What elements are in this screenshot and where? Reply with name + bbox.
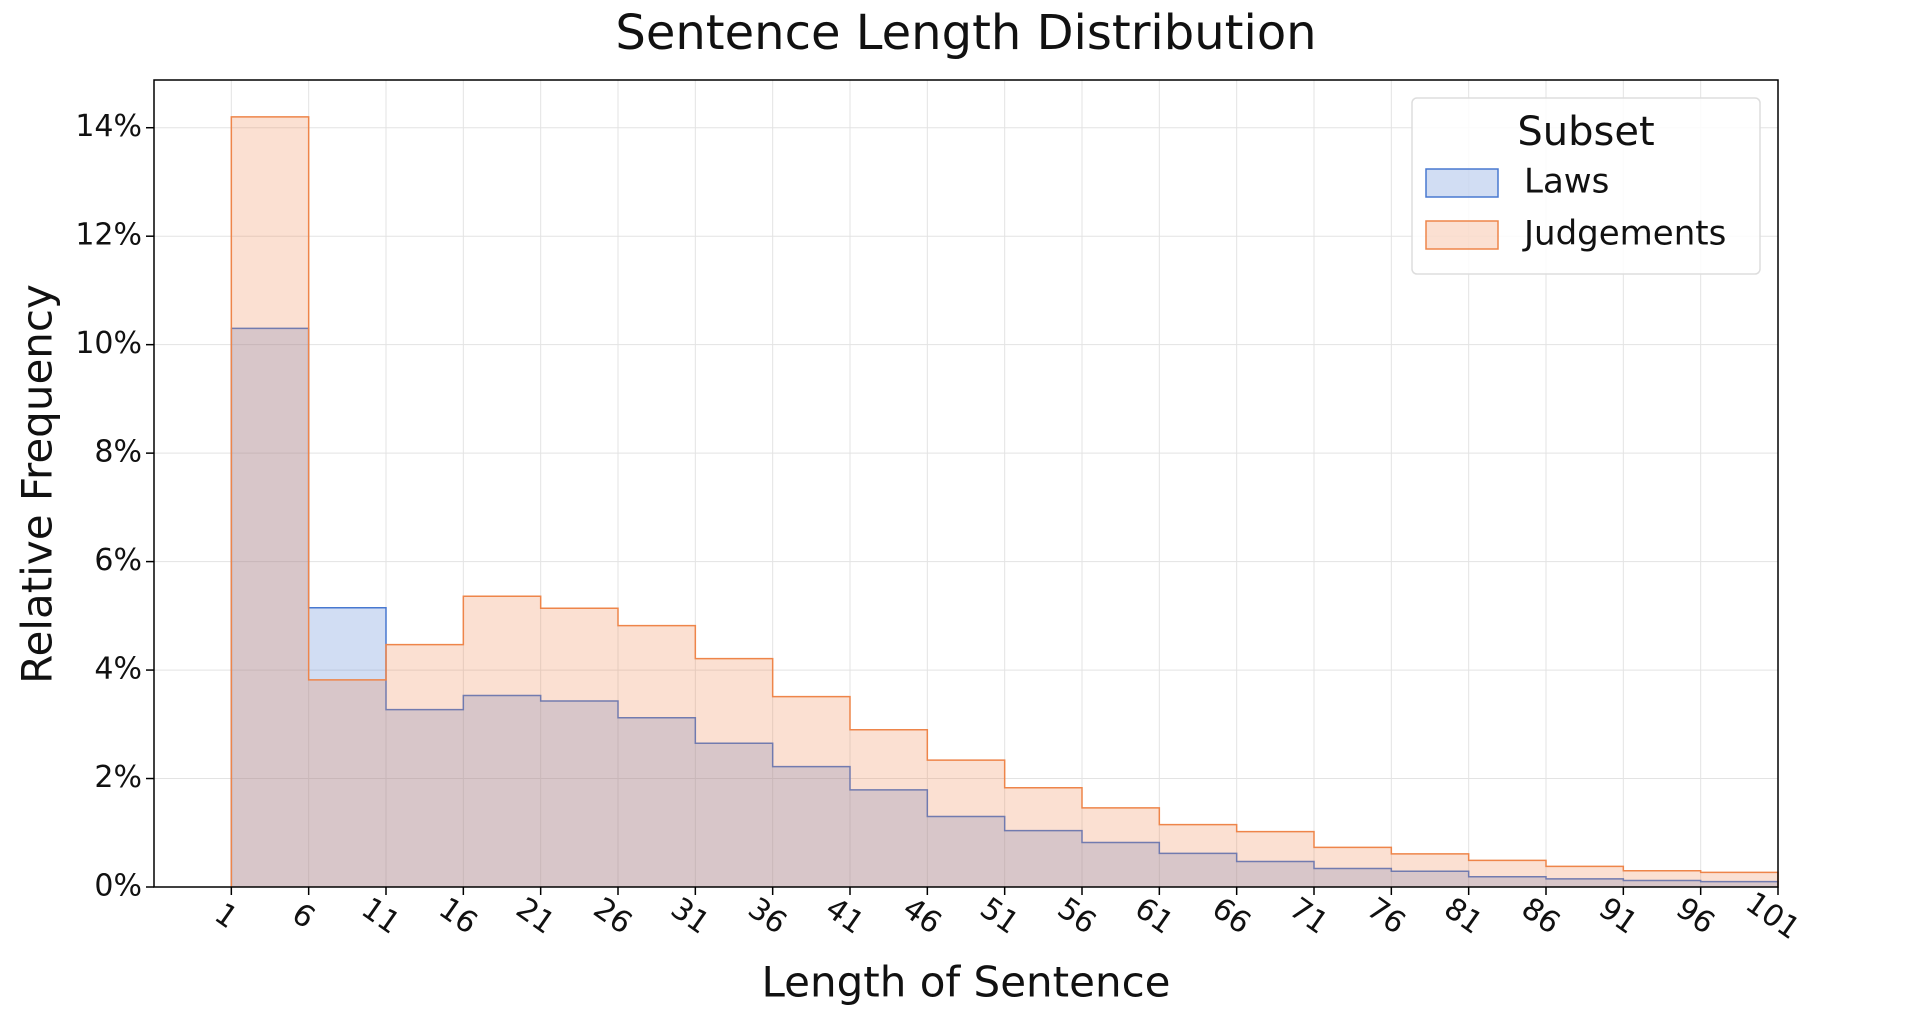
histogram-bar [463,596,541,887]
y-tick-label: 14% [75,109,142,144]
histogram-bar [1623,870,1701,887]
legend-swatch [1425,220,1499,250]
histogram-bar [1391,871,1469,887]
y-tick-label: 6% [94,543,142,578]
histogram-bar [850,729,928,887]
histogram-bar [1314,868,1392,887]
histogram-bar [1082,807,1160,887]
histogram-bar [308,607,386,887]
x-tick-label: 76 [1360,891,1411,942]
y-tick-label: 2% [94,760,142,795]
histogram-bar [1236,861,1314,887]
y-axis-label: Relative Frequency [13,284,62,684]
x-tick-label: 101 [1739,885,1806,947]
x-tick-label: 1 [208,896,244,936]
x-tick-label: 31 [664,891,715,942]
histogram-bar [386,644,464,887]
x-tick-label: 66 [1206,891,1257,942]
x-tick-label: 26 [587,891,638,942]
x-tick-label: 41 [819,891,870,942]
x-tick-label: 6 [285,896,321,936]
histogram-bar [1159,853,1237,887]
x-tick-label: 86 [1515,891,1566,942]
histogram-bar [231,328,309,888]
histogram-bar [1391,853,1469,887]
x-tick-label: 16 [432,891,483,942]
histogram-bar [308,679,386,887]
histogram-bar [1700,881,1778,887]
histogram-bar [772,696,850,887]
histogram-bar [1004,830,1082,887]
histogram-bar [695,658,773,887]
histogram-bar [540,700,618,887]
legend-label: Laws [1524,162,1609,202]
x-tick-label: 71 [1283,891,1334,942]
histogram-bar [1700,872,1778,887]
histogram-bar [463,695,541,887]
histogram-bar [1546,866,1624,887]
y-tick-label: 12% [75,218,142,253]
x-tick-label: 36 [742,891,793,942]
histogram-bar [618,625,696,887]
x-tick-label: 91 [1592,891,1643,942]
legend-label: Judgements [1522,214,1726,254]
histogram-bar [1159,824,1237,887]
y-tick-label: 10% [75,326,142,361]
x-axis-label: Length of Sentence [761,958,1170,1007]
histogram-bar [1314,847,1392,887]
histogram-bar [927,760,1005,887]
histogram-bar [540,608,618,887]
histogram-bar [772,766,850,887]
step-outline [230,116,1779,887]
x-tick-label: 61 [1128,891,1179,942]
histogram-bar [1082,842,1160,887]
y-tick-label: 0% [94,869,142,904]
histogram-bar [695,743,773,887]
histogram-bar [1623,880,1701,887]
x-tick-label: 81 [1438,891,1489,942]
legend-box [1411,97,1761,275]
x-tick-label: 46 [896,891,947,942]
legend-swatch [1425,168,1499,198]
histogram-bar [1468,876,1546,887]
legend-title: Subset [1517,109,1654,155]
y-tick-label: 8% [94,435,142,470]
histogram-bar [927,816,1005,887]
chart-title: Sentence Length Distribution [615,5,1316,61]
histogram-bar [1236,831,1314,887]
step-outline [230,327,1779,887]
x-tick-label: 11 [355,891,406,942]
histogram-bar [231,116,309,888]
x-tick-label: 56 [1051,891,1102,942]
plot-frame [153,79,1779,888]
histogram-bar [850,789,928,887]
histogram-bar [618,717,696,887]
x-tick-label: 96 [1670,891,1721,942]
x-tick-label: 51 [974,891,1025,942]
y-tick-label: 4% [94,652,142,687]
histogram-bar [1468,860,1546,887]
histogram-bar [386,709,464,887]
histogram-bar [1546,878,1624,887]
histogram-bar [1004,787,1082,887]
x-tick-label: 21 [510,891,561,942]
